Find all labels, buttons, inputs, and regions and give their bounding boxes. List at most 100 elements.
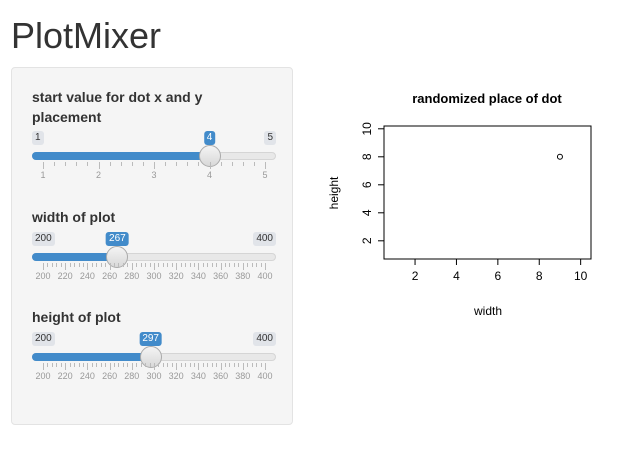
grid-tick bbox=[109, 363, 111, 370]
grid-minor-tick bbox=[171, 363, 173, 367]
grid-minor-tick bbox=[225, 263, 227, 267]
grid-label: 300 bbox=[146, 371, 162, 381]
grid-label: 340 bbox=[190, 271, 206, 281]
grid-minor-tick bbox=[140, 363, 142, 367]
x-tick-label: 2 bbox=[412, 269, 419, 283]
x-tick-label: 6 bbox=[495, 269, 502, 283]
slider-fill bbox=[32, 152, 210, 160]
grid-minor-tick bbox=[82, 263, 84, 267]
grid-minor-tick bbox=[193, 363, 195, 367]
sidebar-panel: start value for dot x and y placement 1 … bbox=[11, 67, 293, 425]
grid-minor-tick bbox=[78, 363, 80, 367]
grid-minor-tick bbox=[60, 263, 62, 267]
grid-minor-tick bbox=[136, 363, 138, 367]
grid-minor-tick bbox=[167, 363, 169, 367]
grid-minor-tick bbox=[56, 363, 58, 367]
grid-minor-tick bbox=[185, 263, 187, 267]
grid-minor-tick bbox=[65, 162, 67, 166]
plot-box bbox=[383, 125, 592, 260]
y-tick-label: 10 bbox=[360, 122, 374, 136]
grid-minor-tick bbox=[69, 263, 71, 267]
grid-tick bbox=[176, 363, 178, 370]
width-slider[interactable]: 200 400 267 200 220 240 260 280 300 320 340 360 3… bbox=[32, 232, 276, 294]
grid-tick bbox=[176, 263, 178, 270]
slider-value-label: 267 bbox=[106, 232, 129, 246]
slider-max-label: 5 bbox=[264, 131, 276, 145]
slider-handle[interactable] bbox=[106, 246, 129, 268]
x-axis: 2 4 6 8 10 bbox=[412, 259, 588, 283]
x-axis-label: width bbox=[473, 304, 502, 318]
grid-minor-tick bbox=[47, 263, 49, 267]
height-slider[interactable]: 200 400 297 200 220 240 260 280 300 320 340 360 3… bbox=[32, 332, 276, 394]
grid-tick bbox=[131, 363, 133, 370]
grid-minor-tick bbox=[91, 363, 93, 367]
grid-tick bbox=[98, 162, 100, 169]
grid-minor-tick bbox=[114, 363, 116, 367]
grid-minor-tick bbox=[51, 363, 53, 367]
slider-value-label: 297 bbox=[139, 332, 162, 346]
start-value-slider[interactable]: 1 5 4 1 2 3 4 5 bbox=[32, 131, 276, 193]
grid-tick bbox=[43, 363, 44, 370]
grid-tick bbox=[220, 263, 222, 270]
grid-minor-tick bbox=[122, 363, 124, 367]
slider-max-label: 400 bbox=[253, 232, 276, 246]
grid-minor-tick bbox=[118, 363, 120, 367]
y-axis-label: height bbox=[327, 176, 341, 209]
grid-minor-tick bbox=[76, 162, 78, 166]
grid-minor-tick bbox=[96, 263, 98, 267]
grid-label: 5 bbox=[262, 170, 268, 180]
grid-minor-tick bbox=[171, 263, 173, 267]
grid-tick bbox=[131, 263, 133, 270]
grid-tick bbox=[265, 263, 266, 270]
grid-minor-tick bbox=[247, 363, 249, 367]
width-label: width of plot bbox=[32, 209, 116, 225]
grid-label: 3 bbox=[151, 170, 157, 180]
plot-title: randomized place of dot bbox=[412, 91, 562, 106]
start-value-control: start value for dot x and y placement 1 … bbox=[32, 87, 276, 180]
grid-minor-tick bbox=[105, 263, 107, 267]
slider-value-label: 4 bbox=[203, 131, 216, 145]
grid-minor-tick bbox=[251, 263, 253, 267]
y-axis: 2 4 6 8 10 bbox=[360, 122, 384, 244]
grid-minor-tick bbox=[162, 363, 164, 367]
grid-minor-tick bbox=[220, 162, 222, 166]
grid-label: 280 bbox=[124, 371, 140, 381]
x-tick-label: 10 bbox=[574, 269, 588, 283]
grid-minor-tick bbox=[54, 162, 56, 166]
slider-max-label: 400 bbox=[253, 332, 276, 346]
grid-minor-tick bbox=[47, 363, 49, 367]
slider-fill bbox=[32, 253, 118, 261]
grid-minor-tick bbox=[260, 363, 262, 367]
grid-minor-tick bbox=[158, 263, 160, 267]
grid-label: 340 bbox=[190, 371, 206, 381]
grid-tick bbox=[265, 162, 266, 169]
grid-tick bbox=[198, 263, 200, 270]
grid-tick bbox=[87, 363, 89, 370]
grid-minor-tick bbox=[189, 263, 191, 267]
grid-minor-tick bbox=[87, 162, 89, 166]
slider-min-label: 200 bbox=[32, 332, 55, 346]
grid-minor-tick bbox=[229, 363, 231, 367]
grid-minor-tick bbox=[189, 363, 191, 367]
grid-label: 260 bbox=[102, 371, 118, 381]
grid-minor-tick bbox=[185, 363, 187, 367]
grid-label: 220 bbox=[57, 271, 73, 281]
grid-minor-tick bbox=[165, 162, 167, 166]
grid-tick bbox=[43, 263, 44, 270]
slider-handle[interactable] bbox=[139, 346, 162, 368]
grid-minor-tick bbox=[180, 363, 182, 367]
x-tick-label: 4 bbox=[453, 269, 460, 283]
slider-min-label: 200 bbox=[32, 232, 55, 246]
grid-minor-tick bbox=[158, 363, 160, 367]
grid-minor-tick bbox=[122, 263, 124, 267]
grid-minor-tick bbox=[145, 263, 147, 267]
data-point bbox=[556, 153, 563, 160]
x-tick-label: 8 bbox=[536, 269, 543, 283]
grid-minor-tick bbox=[127, 263, 129, 267]
grid-tick bbox=[198, 363, 200, 370]
grid-tick bbox=[65, 363, 67, 370]
grid-label: 300 bbox=[146, 271, 162, 281]
y-tick-label: 6 bbox=[360, 181, 374, 188]
grid-label: 200 bbox=[35, 271, 51, 281]
grid-minor-tick bbox=[207, 263, 209, 267]
